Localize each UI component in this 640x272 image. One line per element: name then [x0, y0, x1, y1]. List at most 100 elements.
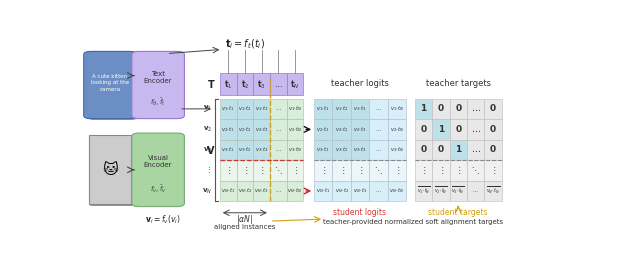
Text: $\mathbf{t}_i = f_t(t_i)$: $\mathbf{t}_i = f_t(t_i)$: [225, 37, 265, 51]
Text: $\mathbf{v}_i = f_v(v_i)$: $\mathbf{v}_i = f_v(v_i)$: [145, 214, 181, 226]
Bar: [287, 99, 303, 119]
Text: A cute kitten
looking at the
camera: A cute kitten looking at the camera: [91, 74, 129, 92]
Text: $\vdots$: $\vdots$: [292, 165, 298, 176]
Text: aligned instances: aligned instances: [214, 224, 276, 230]
Text: $v_N\!\cdot\!t_2$: $v_N\!\cdot\!t_2$: [238, 187, 252, 195]
Text: 0: 0: [438, 104, 444, 113]
Bar: [369, 119, 388, 140]
Text: student logits: student logits: [333, 208, 387, 217]
Bar: [484, 99, 502, 119]
Bar: [220, 73, 237, 95]
Text: $\mathbf{v}_N$: $\mathbf{v}_N$: [202, 186, 212, 196]
Bar: [237, 99, 253, 119]
Text: $f_v,\bar{f}_v$: $f_v,\bar{f}_v$: [150, 183, 166, 195]
Bar: [220, 181, 237, 201]
Text: $\mathbf{t}_2$: $\mathbf{t}_2$: [241, 78, 249, 91]
Bar: [369, 140, 388, 160]
Bar: [351, 181, 369, 201]
Text: 1: 1: [455, 146, 461, 154]
Bar: [484, 160, 502, 181]
Bar: [237, 160, 253, 181]
Bar: [415, 119, 432, 140]
Text: $v_2\!\cdot\!t_3$: $v_2\!\cdot\!t_3$: [255, 125, 268, 134]
Text: $v_2\!\cdot\!t_1$: $v_2\!\cdot\!t_1$: [221, 125, 235, 134]
Text: $f_\theta,\bar{f}_t$: $f_\theta,\bar{f}_t$: [150, 97, 166, 108]
Text: $v_3\!\cdot\!t_2$: $v_3\!\cdot\!t_2$: [238, 146, 252, 154]
Text: $\vdots$: $\vdots$: [455, 165, 461, 176]
Bar: [388, 119, 406, 140]
Text: 1: 1: [438, 125, 444, 134]
Text: $\vdots$: $\vdots$: [438, 165, 444, 176]
Text: $v_1\!\cdot\!t_3$: $v_1\!\cdot\!t_3$: [353, 104, 367, 113]
Text: $\cdots$: $\cdots$: [275, 106, 282, 111]
Bar: [432, 119, 449, 140]
Text: 0: 0: [420, 125, 426, 134]
Bar: [449, 181, 467, 201]
Bar: [253, 140, 270, 160]
Bar: [351, 160, 369, 181]
Bar: [388, 140, 406, 160]
FancyBboxPatch shape: [84, 51, 136, 119]
Bar: [369, 99, 388, 119]
Bar: [314, 99, 332, 119]
Text: student targets: student targets: [428, 208, 488, 217]
Text: $\cdots$: $\cdots$: [470, 146, 481, 154]
Text: 🐱: 🐱: [102, 162, 118, 177]
FancyBboxPatch shape: [86, 52, 140, 119]
Bar: [351, 119, 369, 140]
Text: $\vdots$: $\vdots$: [420, 165, 426, 176]
Text: 0: 0: [490, 125, 496, 134]
Bar: [220, 99, 237, 119]
Bar: [415, 160, 432, 181]
Bar: [369, 160, 388, 181]
Bar: [432, 160, 449, 181]
Text: $v_N\!\cdot\!t_1$: $v_N\!\cdot\!t_1$: [221, 187, 236, 195]
Text: Text
Encoder: Text Encoder: [144, 71, 172, 84]
Text: $v_2\!\cdot\!t_3$: $v_2\!\cdot\!t_3$: [353, 125, 367, 134]
FancyBboxPatch shape: [85, 52, 138, 119]
Bar: [415, 181, 432, 201]
Text: 0: 0: [455, 125, 461, 134]
Bar: [287, 73, 303, 95]
Text: $\vdots$: $\vdots$: [490, 165, 496, 176]
Text: $\cdots$: $\cdots$: [375, 127, 381, 132]
Text: $v_N\!\cdot\!t_1$: $v_N\!\cdot\!t_1$: [316, 187, 330, 195]
Bar: [314, 119, 332, 140]
Text: $v_3\!\cdot\!t_N$: $v_3\!\cdot\!t_N$: [288, 146, 302, 154]
Bar: [270, 160, 287, 181]
Text: $v_1\!\cdot\!t_N$: $v_1\!\cdot\!t_N$: [390, 104, 404, 113]
Bar: [351, 140, 369, 160]
Text: $\cdots$: $\cdots$: [275, 127, 282, 132]
Bar: [432, 181, 449, 201]
Text: $\mathbf{T}$: $\mathbf{T}$: [207, 79, 215, 91]
Text: $\mathbf{v}_2$: $\mathbf{v}_2$: [203, 125, 212, 134]
Bar: [449, 160, 467, 181]
Text: $v_3\!\cdot\!t_1$: $v_3\!\cdot\!t_1$: [221, 146, 235, 154]
Text: teacher targets: teacher targets: [426, 79, 491, 88]
Bar: [415, 99, 432, 119]
Text: $v_3\!\cdot\!t_3$: $v_3\!\cdot\!t_3$: [353, 146, 367, 154]
Text: $\overline{v_1\!\cdot\!t_N}$: $\overline{v_1\!\cdot\!t_N}$: [417, 186, 430, 196]
Bar: [237, 119, 253, 140]
Text: $v_1\!\cdot\!t_3$: $v_1\!\cdot\!t_3$: [255, 104, 268, 113]
Text: $\mathbf{t}_1$: $\mathbf{t}_1$: [224, 78, 232, 91]
Bar: [314, 181, 332, 201]
Text: $\ddots$: $\ddots$: [471, 165, 480, 176]
Text: $v_1\!\cdot\!t_2$: $v_1\!\cdot\!t_2$: [335, 104, 348, 113]
Bar: [92, 136, 134, 205]
Text: $\ddots$: $\ddots$: [374, 165, 383, 176]
Bar: [253, 73, 270, 95]
Text: $\overline{v_3\!\cdot\!t_N}$: $\overline{v_3\!\cdot\!t_N}$: [451, 186, 465, 196]
Text: $v_N\!\cdot\!t_N$: $v_N\!\cdot\!t_N$: [389, 187, 404, 195]
FancyBboxPatch shape: [132, 51, 184, 119]
Text: $v_1\!\cdot\!t_2$: $v_1\!\cdot\!t_2$: [238, 104, 252, 113]
Bar: [332, 160, 351, 181]
Bar: [332, 181, 351, 201]
Bar: [467, 99, 484, 119]
Text: $\cdots$: $\cdots$: [274, 80, 282, 89]
Text: 0: 0: [438, 146, 444, 154]
Bar: [467, 140, 484, 160]
Text: $\mathbf{v}_3$: $\mathbf{v}_3$: [203, 145, 212, 154]
Text: $v_1\!\cdot\!t_1$: $v_1\!\cdot\!t_1$: [221, 104, 235, 113]
Bar: [484, 140, 502, 160]
